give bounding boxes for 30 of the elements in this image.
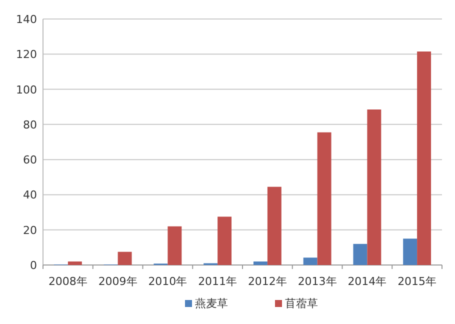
y-tick-label: 20 [23, 224, 37, 237]
x-tick-label: 2012年 [248, 275, 287, 288]
x-tick-label: 2008年 [48, 275, 88, 288]
bar [68, 261, 82, 265]
y-tick-label: 120 [16, 48, 37, 62]
bar [417, 52, 432, 265]
y-tick-label: 140 [16, 13, 37, 26]
bar [403, 238, 418, 265]
bar [168, 226, 182, 265]
x-tick-label: 2014年 [348, 275, 387, 288]
bar [353, 244, 368, 265]
y-tick-label: 80 [23, 118, 37, 132]
y-tick-label: 60 [23, 154, 37, 167]
bar [218, 216, 232, 265]
x-tick-label: 2013年 [298, 275, 337, 288]
x-tick-label: 2015年 [398, 275, 437, 288]
bar [118, 252, 132, 265]
legend-label: 苜蓿草 [285, 297, 318, 310]
bar [253, 261, 268, 265]
bar [267, 186, 282, 265]
bar [303, 258, 318, 265]
x-tick-label: 2010年 [148, 275, 188, 288]
y-tick-label: 0 [30, 259, 37, 272]
legend-label: 燕麦草 [195, 297, 228, 310]
y-tick-label: 100 [16, 83, 37, 96]
y-tick-label: 40 [23, 188, 37, 202]
x-tick-label: 2009年 [98, 275, 138, 288]
x-tick-label: 2011年 [198, 275, 238, 288]
bar [367, 109, 382, 265]
bar [317, 132, 332, 265]
